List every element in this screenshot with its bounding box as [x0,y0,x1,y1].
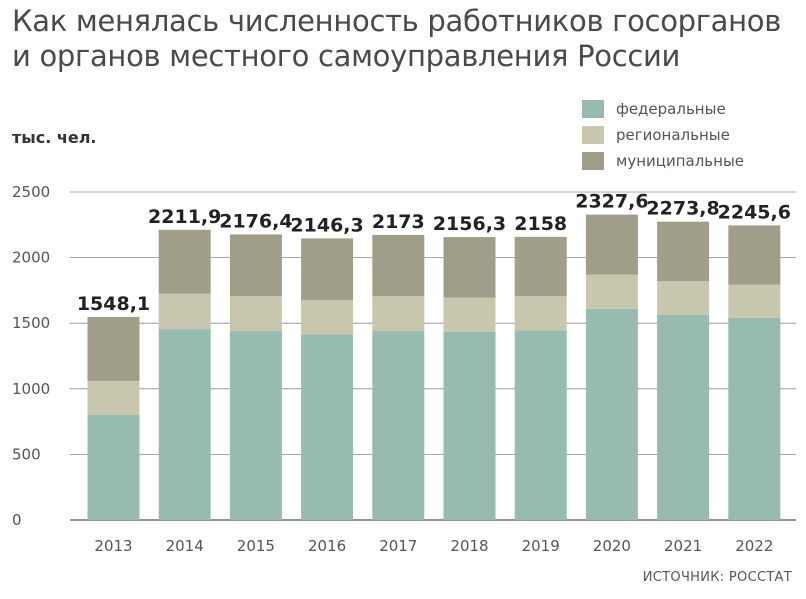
bar-segment [514,236,567,297]
bar-segment [301,238,354,301]
bar-segment [514,296,567,331]
x-tick-label: 2019 [522,537,560,555]
y-tick-label: 2000 [12,249,50,267]
bar-segment [229,296,282,332]
bar-segment [728,284,781,318]
y-tick-label: 500 [12,445,41,463]
bar-segment [657,221,710,282]
bar-segment [158,229,211,294]
legend-item-regional: региональные [582,122,744,148]
data-label-total: 2273,8 [646,198,719,220]
bar-segment [372,234,425,297]
y-tick-label: 2500 [12,183,50,201]
data-label-total: 2245,6 [718,201,791,223]
bar-segment [657,314,710,520]
bar-segment [443,331,496,520]
x-tick-label: 2017 [379,537,417,555]
data-label-total: 2173 [372,211,425,233]
bar-segment [158,329,211,520]
x-tick-label: 2020 [593,537,631,555]
chart-title: Как менялась численность работников госо… [12,4,782,73]
bar-segment [585,308,638,520]
data-label-total: 2176,4 [219,210,292,232]
unit-label: тыс. чел. [12,128,97,147]
x-tick-label: 2022 [735,537,773,555]
data-label-total: 2158 [514,213,567,235]
y-tick-label: 1000 [12,380,50,398]
x-tick-label: 2018 [450,537,488,555]
x-tick-label: 2015 [237,537,275,555]
bar-segment [229,234,282,297]
x-tick-label: 2021 [664,537,702,555]
data-label-total: 2327,6 [575,191,648,213]
bar-segment [514,330,567,520]
bar-segment [372,331,425,520]
bar-segment [87,415,140,520]
legend-label-municipal: муниципальные [616,152,745,170]
bar-segment [443,237,496,298]
legend-item-federal: федеральные [582,96,744,122]
y-tick-label: 0 [12,511,22,529]
y-tick-label: 1500 [12,314,50,332]
legend-label-federal: федеральные [616,100,726,118]
data-label-total: 2211,9 [148,206,221,228]
x-tick-label: 2014 [166,537,204,555]
source-note: ИСТОЧНИК: РОССТАТ [642,570,792,585]
bar-segment [87,316,140,381]
legend-swatch-municipal [582,152,604,170]
bar-segment [301,334,354,520]
bar-segment [87,380,140,416]
bar-segment [301,300,354,335]
x-tick-label: 2013 [94,537,132,555]
legend-item-municipal: муниципальные [582,148,744,174]
bar-segment [229,331,282,520]
data-label-total: 2156,3 [433,213,506,235]
legend-swatch-federal [582,100,604,118]
bar-segment [728,225,781,285]
x-tick-label: 2016 [308,537,346,555]
bar-segment [158,293,211,330]
data-label-total: 1548,1 [77,293,150,315]
bar-segment [657,281,710,315]
legend: федеральные региональные муниципальные [582,96,744,174]
legend-swatch-regional [582,126,604,144]
legend-label-regional: региональные [616,126,730,144]
bar-segment [585,214,638,275]
bar-segment [585,274,638,309]
bar-segment [372,296,425,332]
bar-segment [728,317,781,520]
data-label-total: 2146,3 [290,214,363,236]
bar-segment [443,297,496,332]
